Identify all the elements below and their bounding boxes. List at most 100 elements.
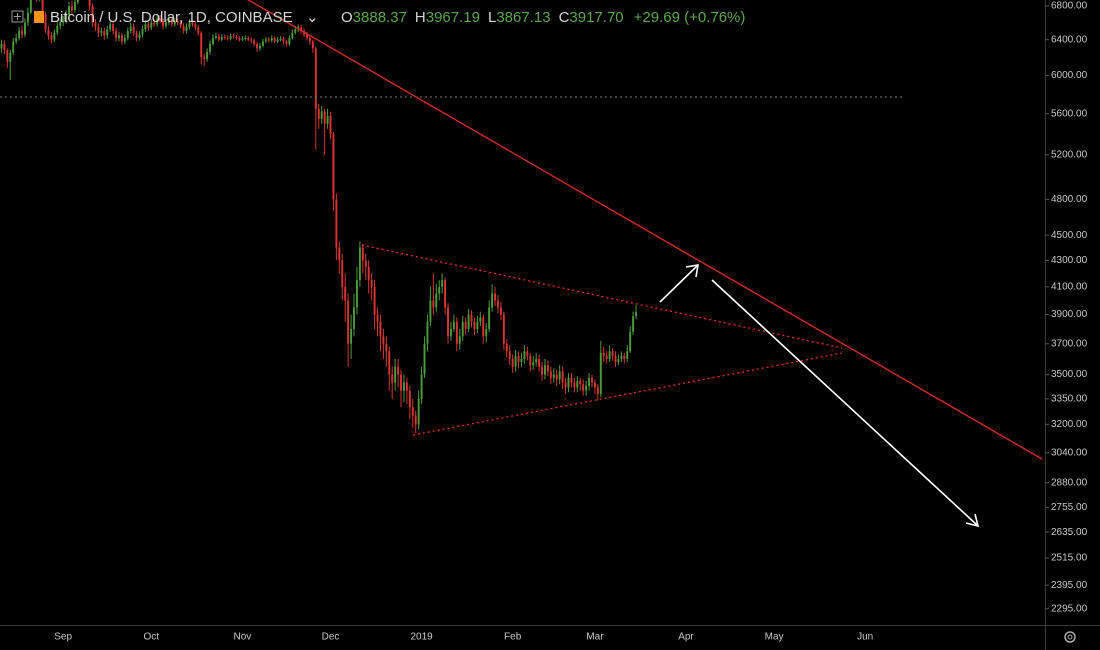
candle-body <box>582 384 585 391</box>
candle-body <box>29 0 32 13</box>
candle-body <box>564 382 567 388</box>
candle-body <box>214 36 217 38</box>
candle-body <box>423 343 426 375</box>
candle-body <box>203 57 206 60</box>
candle-body <box>176 20 179 23</box>
candle-body <box>358 247 361 281</box>
candle-body <box>361 247 364 261</box>
dropdown-caret[interactable]: ⌄ <box>306 9 319 26</box>
arrow-up <box>659 265 698 303</box>
candle-body <box>491 293 494 308</box>
candle-body <box>588 377 591 386</box>
settings-icon[interactable] <box>1064 631 1076 643</box>
low-value: 3867.13 <box>496 9 550 26</box>
candle-body <box>335 199 338 248</box>
y-tick-label: 3700.00 <box>1051 338 1088 349</box>
candle-body <box>173 20 176 25</box>
y-tick-label: 6400.00 <box>1051 34 1088 45</box>
candle-body <box>555 374 558 380</box>
candle-body <box>44 14 47 30</box>
y-tick-label: 2635.00 <box>1051 527 1088 538</box>
y-tick-label: 3040.00 <box>1051 447 1088 458</box>
candle-body <box>464 321 467 329</box>
candle-body <box>546 365 549 372</box>
candle-body <box>159 18 162 21</box>
candle-body <box>541 366 544 375</box>
candle-body <box>376 314 379 322</box>
candle-body <box>94 22 97 27</box>
candle-body <box>238 37 241 40</box>
candle-body <box>455 321 458 344</box>
x-tick-label: 2019 <box>410 632 433 643</box>
candle-body <box>344 286 347 301</box>
y-tick-label: 4100.00 <box>1051 281 1088 292</box>
drawings <box>0 0 1043 528</box>
candle-body <box>447 307 449 337</box>
candle-body <box>323 111 326 124</box>
candle-body <box>599 352 602 394</box>
trend-line <box>247 0 1043 460</box>
candle-body <box>544 365 546 375</box>
candle-body <box>53 32 56 40</box>
x-tick-label: Nov <box>233 632 251 643</box>
candle-body <box>167 19 170 23</box>
y-tick-label: 2295.00 <box>1051 603 1088 614</box>
candle-body <box>449 328 452 337</box>
candle-body <box>147 24 150 28</box>
candle-body <box>320 111 323 119</box>
y-tick-label: 6800.00 <box>1051 1 1088 12</box>
candle-body <box>138 34 141 38</box>
candle-body <box>206 51 209 60</box>
arrow-down-head <box>965 513 980 528</box>
candle-body <box>379 321 382 337</box>
candle-body <box>353 307 355 329</box>
candle-body <box>306 34 308 38</box>
candle-body <box>109 24 112 30</box>
candle-body <box>112 24 115 32</box>
candle-body <box>402 382 405 391</box>
symbol[interactable]: Bitcoin / U.S. Dollar, 1D, COINBASE <box>50 9 293 26</box>
candle-body <box>391 374 394 383</box>
candle-body <box>473 321 476 329</box>
y-tick-label: 4300.00 <box>1051 255 1088 266</box>
candle-body <box>250 39 253 41</box>
candle-body <box>144 24 147 30</box>
collapse-icon[interactable] <box>11 10 24 23</box>
candle-body <box>520 358 523 363</box>
candle-body <box>494 293 496 301</box>
candle-body <box>347 300 350 344</box>
candle-body <box>223 37 226 39</box>
x-tick-label: May <box>765 632 784 643</box>
candle-body <box>226 37 229 39</box>
candle-body <box>253 40 256 45</box>
candle-body <box>314 48 317 109</box>
candle-body <box>626 351 629 359</box>
candle-body <box>350 328 353 344</box>
candle-body <box>282 38 285 42</box>
candle-body <box>370 280 373 287</box>
candle-body <box>235 37 238 39</box>
y-tick-label: 6000.00 <box>1051 70 1088 81</box>
candle-body <box>526 351 529 356</box>
candle-body <box>68 6 71 15</box>
candle-body <box>76 0 79 2</box>
y-tick-label: 2395.00 <box>1051 580 1088 591</box>
candle-body <box>6 50 9 62</box>
candle-body <box>212 37 214 45</box>
candle-body <box>479 317 482 322</box>
candle-body <box>50 35 53 40</box>
candle-body <box>118 35 120 38</box>
candle-body <box>165 22 167 26</box>
candle-body <box>488 307 491 329</box>
candle-body <box>514 355 517 367</box>
candle-body <box>73 1 76 11</box>
candle-body <box>244 37 247 39</box>
close-label: C <box>559 9 570 26</box>
gear[interactable] <box>1064 631 1076 643</box>
candle-body <box>532 362 535 366</box>
arrow-up-head <box>685 264 699 278</box>
candle-body <box>611 351 614 356</box>
candle-body <box>529 355 532 366</box>
